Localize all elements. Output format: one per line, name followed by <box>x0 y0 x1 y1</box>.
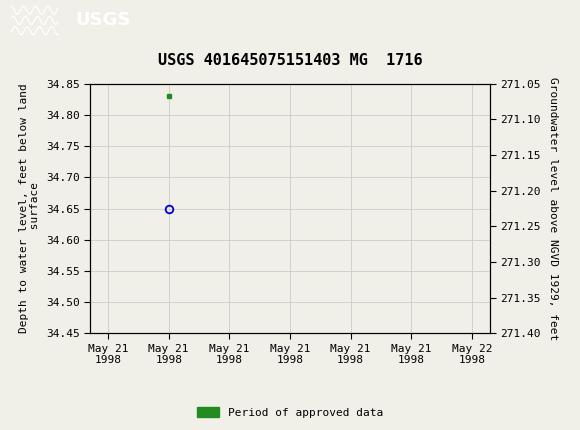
Y-axis label: Groundwater level above NGVD 1929, feet: Groundwater level above NGVD 1929, feet <box>548 77 558 340</box>
Y-axis label: Depth to water level, feet below land
 surface: Depth to water level, feet below land su… <box>19 84 40 333</box>
Legend: Period of approved data: Period of approved data <box>193 403 387 422</box>
Text: USGS 401645075151403 MG  1716: USGS 401645075151403 MG 1716 <box>158 53 422 68</box>
Text: USGS: USGS <box>75 12 130 29</box>
